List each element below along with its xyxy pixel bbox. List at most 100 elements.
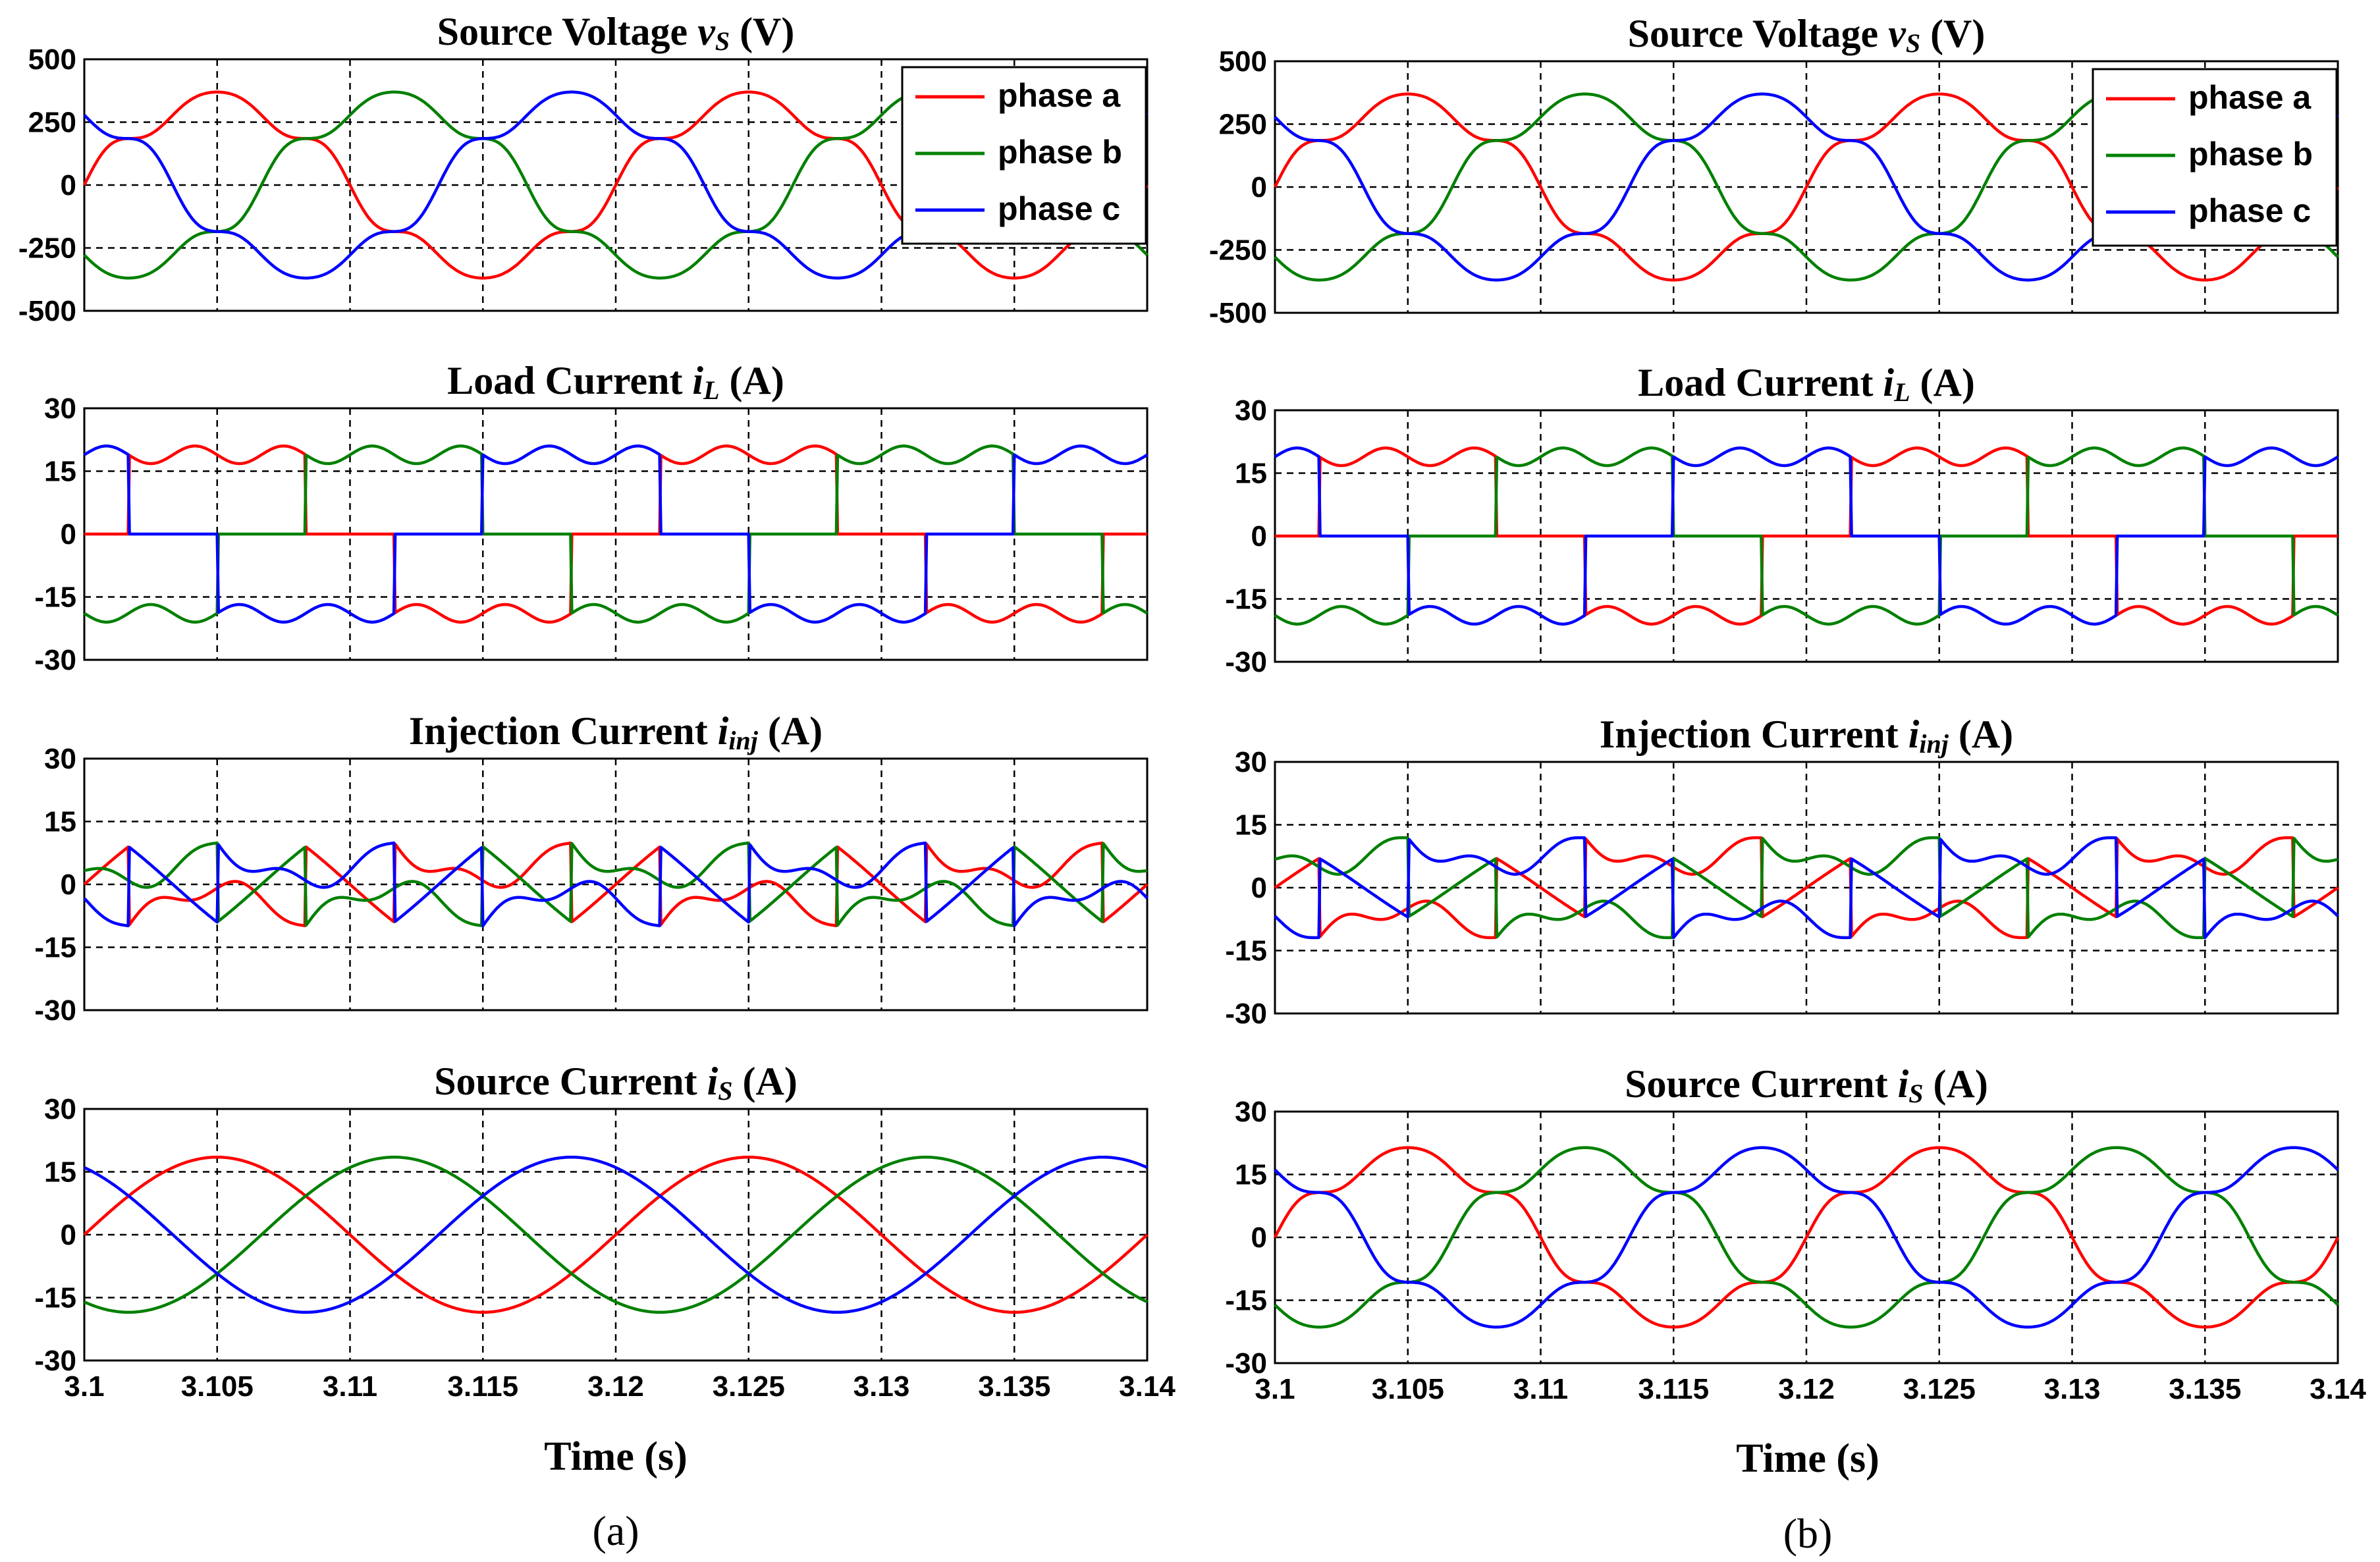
series-line-phase-a [1273,1146,2340,1329]
xlabel-left: Time (s) [544,1434,688,1479]
ytick-label: 15 [1235,1159,1267,1191]
caption-a: (a) [592,1507,639,1554]
ytick-label: -250 [18,232,76,265]
panel-b-inj: 30 15 0 -15 -30 Injection Current iinj (A) [1225,713,2339,1030]
xtick-label: 3.14 [2310,1373,2366,1405]
legend-label: phase c [998,190,1120,227]
ytick-label: -30 [1225,1347,1267,1380]
xtick-label: 3.135 [978,1370,1050,1403]
ytick-label: 15 [44,1156,76,1189]
xtick-label: 3.13 [853,1370,910,1403]
ytick-label: 30 [1235,1096,1267,1128]
ytick-label: -30 [1225,998,1267,1030]
xtick-label: 3.105 [1372,1373,1444,1405]
xtick-label: 3.14 [1119,1370,1176,1403]
panel-a-vs: 500 250 0 -250 -500 Source Voltage vS (V) phas… [18,10,1149,327]
panel-title: Injection Current iinj (A) [1600,713,2013,759]
panel-title: Source Voltage vS (V) [1628,12,1986,58]
ytick-label: -15 [34,1282,76,1314]
series-line-phase-c [1274,1146,2339,1329]
ytick-label: 30 [1235,394,1267,427]
xtick-label: 3.115 [447,1370,518,1403]
ytick-label: -30 [1225,646,1267,678]
xtick-label: 3.1 [64,1370,104,1403]
ytick-label: 30 [44,743,76,775]
series-line-phase-a [83,841,1149,928]
ytick-label: -15 [34,932,76,964]
series-line-phase-c [83,841,1149,928]
legend-label: phase a [2188,79,2312,116]
series-line-phase-b [1274,836,2339,940]
panel-b-is: 30 15 0 -15 -303.1 3.105 3.11 3.115 3.12 3.125 3.1… [1225,1062,2366,1405]
panel-title: Load Current iL (A) [1638,361,1975,407]
panel-title: Source Voltage vS (V) [437,10,795,56]
ytick-label: 0 [1251,1222,1267,1254]
ytick-label: -30 [34,644,76,676]
series-line-phase-a [84,444,1148,624]
series-line-phase-c [84,1155,1148,1314]
ytick-label: -30 [34,1345,76,1377]
ytick-label: 500 [28,43,76,76]
ytick-label: 15 [1235,809,1267,842]
panel-title: Load Current iL (A) [447,359,784,405]
panel-title: Source Current iS (A) [434,1060,798,1106]
ytick-label: 0 [1251,872,1267,904]
series-line-phase-c [1274,446,2339,626]
panel-b-il: 30 15 0 -15 -30 Load Current iL (A) [1225,361,2339,678]
panel-title: Injection Current iinj (A) [409,709,823,755]
panel-a-is: 30 15 0 -15 -303.1 3.105 3.11 3.115 3.12 3.125 3.1… [34,1060,1176,1403]
xtick-label: 3.125 [713,1370,785,1403]
ytick-label: 15 [44,806,76,838]
xtick-label: 3.135 [2169,1373,2241,1405]
ytick-label: 0 [61,1219,76,1251]
ytick-label: 250 [28,107,76,139]
legend: phase a phase b phase c [901,66,1147,245]
series-line-phase-a [83,1155,1149,1314]
caption-b: (b) [1783,1510,1833,1557]
ytick-label: 0 [1251,520,1267,552]
series-line-phase-b [84,1155,1148,1314]
ytick-label: -15 [1225,583,1267,616]
ytick-label: -500 [18,295,76,327]
xtick-label: 3.12 [1778,1373,1835,1405]
xtick-label: 3.105 [181,1370,254,1403]
panel-title: Source Current iS (A) [1625,1062,1988,1108]
ytick-label: 15 [1235,458,1267,490]
ytick-label: 500 [1219,45,1267,78]
panel-b-vs: 500 250 0 -250 -500 Source Voltage vS (V) phas… [1209,12,2340,329]
series-line-phase-a [1273,92,2340,282]
ytick-label: 30 [44,392,76,425]
series-line-phase-b [83,444,1149,624]
series-line-phase-b [1274,1146,2339,1329]
ytick-label: -30 [34,994,76,1027]
legend: phase a phase b phase c [2092,68,2338,247]
ytick-label: -250 [1209,234,1267,267]
xtick-label: 3.115 [1638,1373,1709,1405]
legend-label: phase b [2188,136,2313,173]
xtick-label: 3.11 [1513,1373,1568,1405]
xtick-label: 3.13 [2044,1373,2101,1405]
xtick-label: 3.1 [1255,1373,1295,1405]
series-line-phase-b [84,841,1148,927]
ytick-label: 250 [1219,109,1267,141]
ytick-label: 15 [44,456,76,488]
xtick-label: 3.12 [587,1370,644,1403]
ytick-label: 0 [61,169,76,202]
series-line-phase-a [82,90,1149,280]
legend-label: phase c [2188,192,2311,229]
plot-area: 500 250 0 -250 -500 Source Voltage vS (V) phas… [18,10,2366,1405]
series-line-phase-c [1274,836,2339,940]
panel-a-il: 30 15 0 -15 -30 Load Current iL (A) [34,359,1149,676]
xtick-label: 3.11 [323,1370,377,1403]
xtick-label: 3.125 [1903,1373,1976,1405]
legend-label: phase b [998,134,1122,171]
ytick-label: -500 [1209,297,1267,329]
ytick-label: 0 [1251,171,1267,203]
ytick-label: 0 [61,518,76,551]
series-line-phase-a [1274,836,2339,940]
legend-label: phase a [998,77,1121,114]
series-line-phase-a [1274,446,2339,626]
ytick-label: -15 [1225,1285,1267,1317]
ytick-label: -15 [34,581,76,614]
